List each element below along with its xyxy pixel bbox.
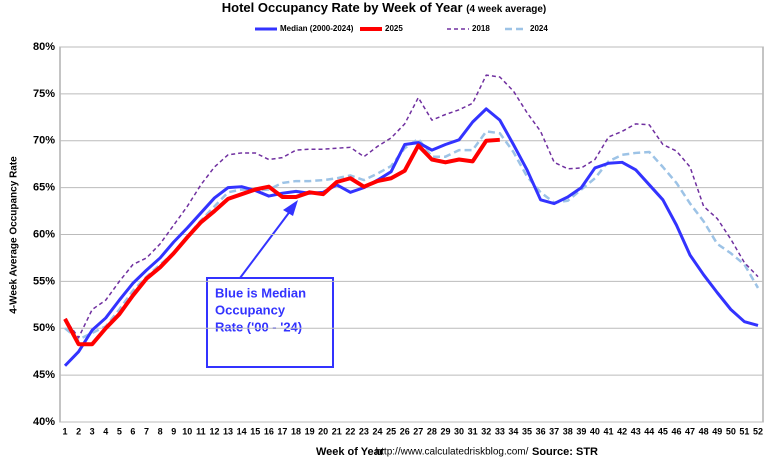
y-tick-label: 60% (33, 228, 55, 240)
x-tick-label: 20 (318, 426, 328, 436)
x-tick-label: 1 (62, 426, 67, 436)
x-tick-label: 21 (332, 426, 342, 436)
x-tick-label: 25 (386, 426, 396, 436)
annotation-line: Rate ('00 - '24) (215, 319, 302, 334)
arrow-line (239, 205, 295, 279)
y-tick-label: 70% (33, 135, 55, 147)
series-line (63, 107, 759, 367)
x-tick-label: 5 (117, 426, 122, 436)
x-tick-label: 52 (753, 426, 763, 436)
x-tick-label: 42 (617, 426, 627, 436)
legend-label: 2018 (472, 24, 490, 33)
source: Source: STR (532, 446, 598, 458)
annotation-line: Occupancy (215, 302, 286, 317)
x-tick-label: 22 (345, 426, 355, 436)
x-tick-label: 24 (373, 426, 383, 436)
x-tick-label: 12 (209, 426, 219, 436)
y-tick-label: 75% (33, 88, 55, 100)
x-tick-label: 49 (712, 426, 722, 436)
annotation: Blue is Median Occupancy Rate ('00 - '24) (215, 285, 306, 334)
x-tick-label: 11 (196, 426, 206, 436)
x-tick-label: 46 (671, 426, 681, 436)
x-tick-label: 38 (563, 426, 573, 436)
x-tick-label: 19 (305, 426, 315, 436)
x-tick-label: 41 (604, 426, 614, 436)
x-tick-label: 29 (440, 426, 450, 436)
x-tick-label: 37 (549, 426, 559, 436)
series-line (63, 137, 500, 347)
x-tick-label: 44 (644, 426, 654, 436)
x-tick-label: 35 (522, 426, 532, 436)
x-tick-label: 51 (739, 426, 749, 436)
x-tick-label: 39 (576, 426, 586, 436)
y-tick-label: 40% (33, 416, 55, 428)
legend-label: 2025 (385, 24, 403, 33)
x-tick-label: 8 (158, 426, 163, 436)
x-tick-label: 26 (400, 426, 410, 436)
y-tick-label: 50% (33, 322, 55, 334)
x-tick-label: 31 (468, 426, 478, 436)
x-tick-label: 17 (277, 426, 287, 436)
chart-title: Hotel Occupancy Rate by Week of Year (4 … (222, 0, 547, 15)
y-tick-label: 45% (33, 369, 55, 381)
x-tick-label: 7 (144, 426, 149, 436)
legend-label: 2024 (530, 24, 548, 33)
x-tick-label: 30 (454, 426, 464, 436)
x-tick-label: 15 (250, 426, 260, 436)
y-tick-label: 80% (33, 41, 55, 53)
x-tick-label: 40 (590, 426, 600, 436)
x-tick-label: 23 (359, 426, 369, 436)
x-tick-label: 48 (699, 426, 709, 436)
x-tick-label: 18 (291, 426, 301, 436)
x-tick-label: 50 (726, 426, 736, 436)
y-tick-label: 65% (33, 182, 55, 194)
x-tick-label: 43 (631, 426, 641, 436)
arrow-head (283, 200, 298, 216)
url: http://www.calculatedriskblog.com/ (376, 447, 529, 458)
x-tick-label: 4 (103, 426, 108, 436)
series-line (64, 74, 759, 339)
y-tick-label: 55% (33, 275, 55, 287)
x-tick-label: 2 (76, 426, 81, 436)
x-tick-label: 9 (171, 426, 176, 436)
x-tick-label: 34 (508, 426, 518, 436)
y-axis-label: 4-Week Average Occupancy Rate (9, 156, 20, 314)
x-tick-label: 10 (182, 426, 192, 436)
x-tick-label: 6 (130, 426, 135, 436)
annotation-box (206, 277, 334, 368)
title: Hotel Occupancy Rate by Week of Year (222, 0, 463, 15)
x-axis-label: Week of Year (316, 446, 385, 458)
x-tick-label: 14 (237, 426, 247, 436)
x-tick-label: 13 (223, 426, 233, 436)
subtitle: (4 week average) (466, 4, 546, 15)
x-tick-label: 36 (536, 426, 546, 436)
x-tick-label: 32 (481, 426, 491, 436)
x-tick-label: 28 (427, 426, 437, 436)
annotation-line: Blue is Median (215, 285, 306, 300)
x-tick-label: 16 (264, 426, 274, 436)
legend-label: Median (2000-2024) (280, 24, 354, 33)
x-tick-label: 27 (413, 426, 423, 436)
x-tick-label: 45 (658, 426, 668, 436)
x-tick-label: 3 (90, 426, 95, 436)
x-tick-label: 47 (685, 426, 695, 436)
x-tick-label: 33 (495, 426, 505, 436)
